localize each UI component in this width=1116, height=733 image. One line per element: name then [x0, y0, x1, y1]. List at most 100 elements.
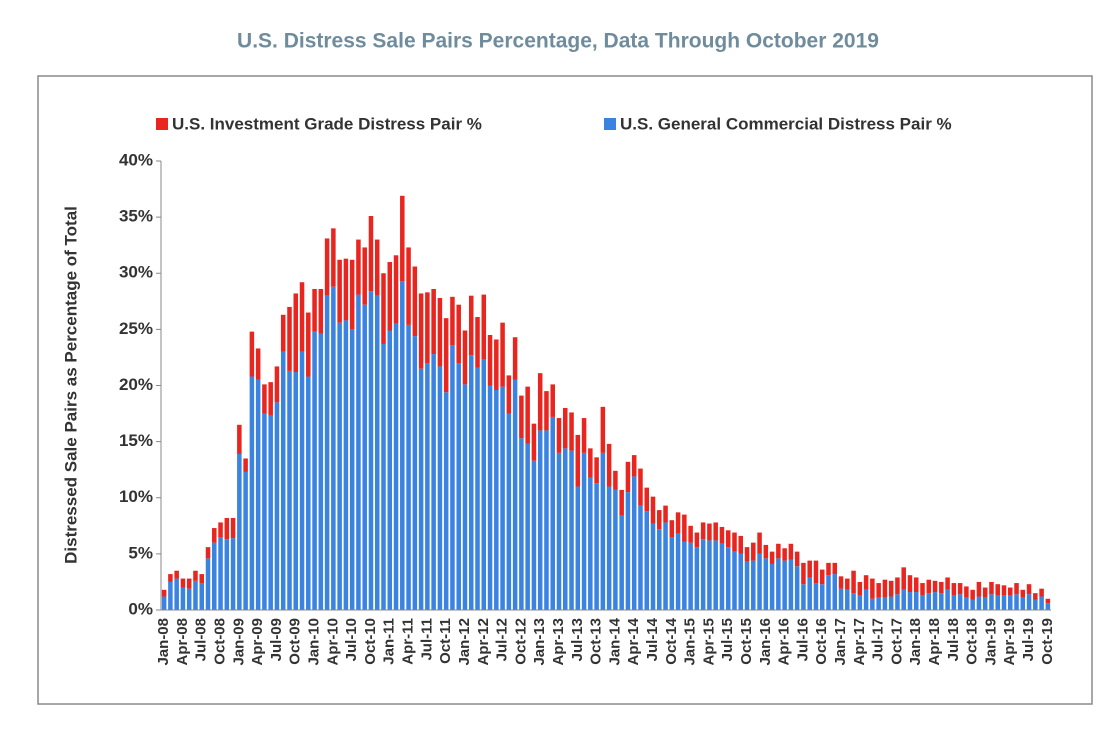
x-tick-label: Jul-16: [794, 618, 811, 661]
bar-segment: [362, 304, 367, 610]
bar-segment: [1001, 595, 1007, 610]
bar-segment: [813, 560, 819, 584]
bar-segment: [832, 574, 838, 610]
bar-segment: [418, 293, 424, 369]
bar-segment: [218, 537, 223, 610]
bar-segment: [337, 259, 342, 323]
x-tick-label: Apr-13: [550, 618, 567, 666]
bar-segment: [625, 461, 631, 493]
bar-segment: [544, 391, 549, 431]
bar-segment: [243, 471, 248, 610]
bar-segment: [230, 538, 236, 610]
bar-segment: [180, 578, 186, 588]
bar-segment: [381, 273, 386, 344]
bar-segment: [1008, 587, 1013, 596]
bar-segment: [782, 548, 787, 561]
bar-segment: [826, 562, 831, 576]
bar-segment: [581, 418, 587, 453]
bar-segment: [631, 455, 637, 477]
bar-segment: [581, 452, 587, 610]
x-tick-label: Jan-14: [606, 617, 623, 665]
bar-segment: [926, 579, 932, 594]
bar-segment: [494, 389, 499, 610]
bar-segment: [757, 553, 762, 610]
bar-segment: [274, 366, 280, 403]
x-tick-label: Oct-13: [588, 618, 605, 665]
x-tick-label: Jul-13: [569, 618, 586, 661]
bar-segment: [287, 370, 292, 610]
bar-segment: [995, 595, 1000, 610]
bar-segment: [306, 312, 311, 377]
bar-segment: [224, 539, 230, 610]
bar-segment: [230, 517, 236, 539]
bar-segment: [255, 348, 261, 380]
bar-segment: [556, 452, 562, 610]
bar-segment: [199, 574, 204, 584]
bar-segment: [368, 291, 374, 610]
bar-segment: [769, 551, 775, 564]
x-tick-label: Oct-17: [888, 618, 905, 665]
bar-segment: [939, 593, 944, 610]
bar-segment: [707, 540, 712, 610]
legend-label: U.S. General Commercial Distress Pair %: [620, 114, 952, 133]
bar-segment: [180, 587, 186, 610]
bar-segment: [1045, 598, 1051, 604]
bar-segment: [456, 363, 461, 610]
bar-segment: [212, 542, 217, 610]
x-tick-label: Jul-18: [945, 618, 962, 661]
bar-segment: [638, 505, 643, 610]
bar-segment: [751, 560, 756, 610]
frame: [37, 75, 1093, 705]
bar-segment: [1014, 594, 1019, 610]
bar-segment: [362, 247, 367, 305]
bar-segment: [519, 438, 524, 610]
x-tick-label: Oct-16: [813, 618, 830, 665]
bar-segment: [650, 496, 656, 524]
bar-segment: [631, 476, 637, 610]
x-tick-label: Apr-19: [1001, 618, 1018, 666]
bar-segment: [280, 314, 286, 352]
bar-segment: [732, 551, 737, 610]
bar-segment: [249, 376, 255, 610]
bar-segment: [537, 430, 543, 610]
bar-segment: [550, 416, 555, 610]
bar-segment: [318, 288, 324, 334]
bar-segment: [845, 589, 850, 610]
bar-segment: [237, 424, 242, 454]
bar-segment: [1008, 595, 1013, 610]
bar-segment: [613, 489, 618, 610]
bar-segment: [851, 593, 856, 610]
bar-segment: [995, 584, 1000, 596]
bar-segment: [619, 489, 624, 516]
bar-segment: [337, 322, 342, 610]
bar-segment: [450, 296, 455, 346]
bar-segment: [688, 525, 693, 543]
bar-segment: [456, 304, 461, 364]
x-tick-label: Jul-15: [719, 618, 736, 661]
bar-segment: [700, 522, 706, 540]
bar-segment: [913, 592, 919, 610]
x-tick-label: Jul-09: [268, 618, 285, 661]
x-tick-label: Oct-10: [362, 618, 379, 665]
bar-segment: [575, 434, 581, 487]
chart-title: U.S. Distress Sale Pairs Percentage, Dat…: [237, 30, 879, 53]
bar-segment: [713, 540, 718, 610]
bar-segment: [168, 574, 173, 582]
bar-segment: [343, 258, 349, 321]
bar-segment: [851, 570, 856, 594]
bar-segment: [719, 543, 725, 610]
bar-segment: [306, 376, 311, 610]
bar-segment: [293, 293, 299, 373]
bar-segment: [801, 562, 806, 585]
bar-segment: [951, 595, 957, 610]
bar-segment: [368, 216, 374, 292]
bar-segment: [268, 415, 273, 610]
x-tick-label: Jan-18: [907, 618, 924, 666]
bar-segment: [970, 589, 975, 600]
bar-segment: [644, 511, 649, 610]
bar-segment: [531, 423, 537, 461]
bar-segment: [1033, 593, 1038, 600]
bar-segment: [481, 294, 487, 360]
bar-segment: [537, 373, 543, 431]
bar-segment: [763, 558, 769, 610]
